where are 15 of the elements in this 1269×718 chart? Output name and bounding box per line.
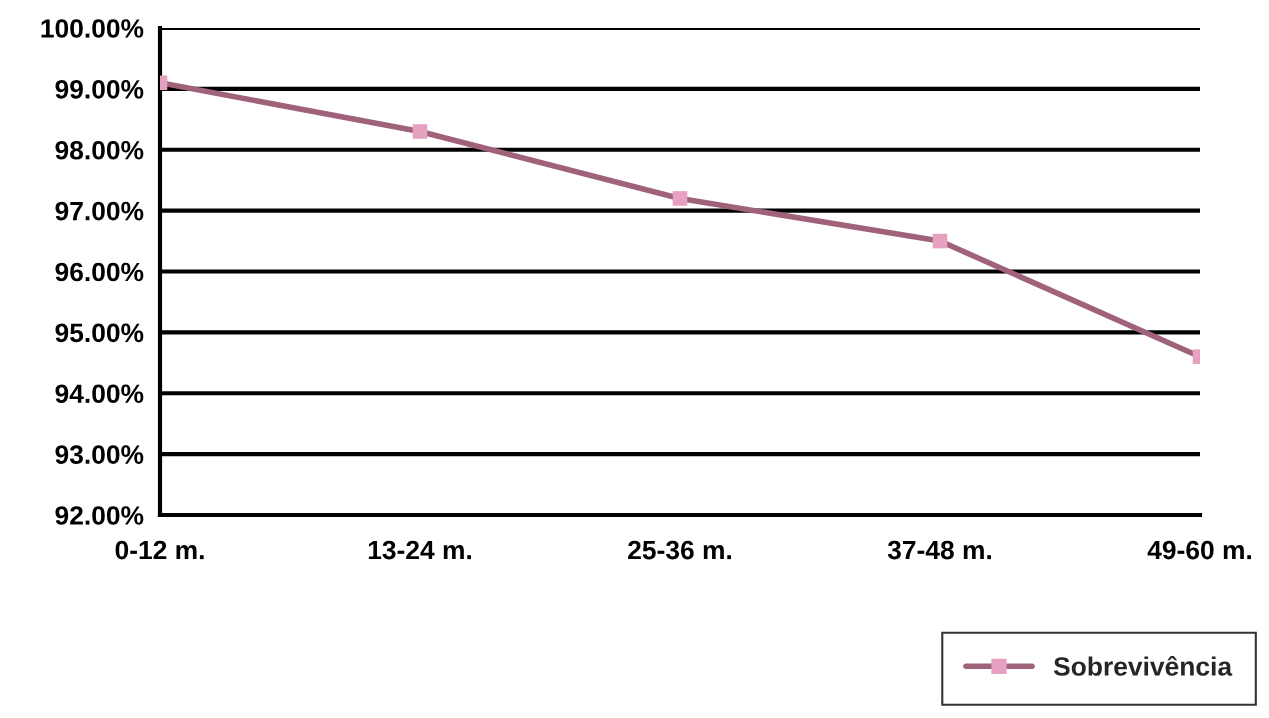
- x-tick-label: 0-12 m.: [115, 540, 204, 560]
- y-tick-label: 92.00%: [55, 506, 144, 525]
- x-tick-label: 49-60 m.: [1147, 540, 1251, 560]
- y-tick-label: 95.00%: [55, 323, 144, 343]
- x-tick-label: 37-48 m.: [887, 540, 991, 560]
- y-tick-label: 94.00%: [55, 384, 144, 404]
- x-tick-label: 13-24 m.: [368, 540, 471, 560]
- y-tick-label: 97.00%: [55, 201, 144, 221]
- y-tick-label: 98.00%: [55, 140, 144, 160]
- y-tick-label: 100.00%: [41, 19, 144, 38]
- legend-label: Sobrevivência: [1053, 655, 1233, 676]
- y-tick-label: 93.00%: [55, 445, 144, 464]
- y-tick-label: 96.00%: [55, 262, 144, 282]
- x-tick-label: 25-36 m.: [628, 540, 731, 560]
- y-tick-label: 99.00%: [55, 80, 144, 99]
